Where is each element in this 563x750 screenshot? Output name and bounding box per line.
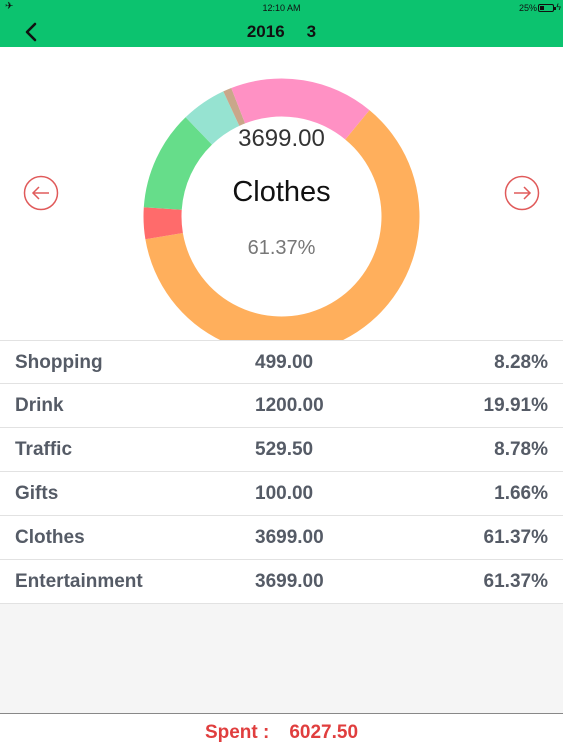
battery-percentage: 25%: [518, 3, 537, 13]
category-percentage: 1.66%: [494, 483, 548, 504]
airplane-icon: ✈: [5, 1, 14, 12]
donut-center-percentage: 61.37%: [247, 237, 316, 259]
title-year: 2016: [246, 22, 285, 41]
category-amount: 100.00: [255, 483, 314, 504]
back-button[interactable]: [18, 19, 46, 45]
donut-center-amount: 3699.00: [238, 125, 325, 152]
category-name: Clothes: [15, 527, 85, 548]
donut-segment[interactable]: [223, 87, 246, 126]
charging-icon: ϟ: [556, 2, 561, 12]
page-title: 2016 3: [0, 22, 563, 42]
category-percentage: 19.91%: [483, 395, 548, 416]
donut-segment[interactable]: [143, 207, 183, 240]
list-item[interactable]: Shopping 499.00 8.28%: [0, 340, 563, 384]
status-bar: ✈ 12:10 AM 25% ϟ: [0, 0, 563, 16]
next-button[interactable]: [504, 175, 540, 211]
spent-label: Spent :: [204, 722, 270, 743]
category-name: Gifts: [15, 483, 59, 504]
title-month: 3: [306, 22, 317, 41]
donut-chart[interactable]: [143, 78, 420, 355]
spent-total: Spent : 6027.50: [0, 722, 563, 744]
category-percentage: 8.28%: [494, 352, 548, 373]
donut-center-category: Clothes: [232, 176, 331, 208]
donut-segment[interactable]: [145, 110, 420, 355]
category-percentage: 61.37%: [483, 527, 548, 548]
status-time: 12:10 AM: [262, 3, 301, 13]
list-item[interactable]: Drink 1200.00 19.91%: [0, 384, 563, 428]
arrow-left-icon: [23, 175, 59, 211]
previous-button[interactable]: [23, 175, 59, 211]
category-amount: 3699.00: [255, 571, 324, 592]
category-name: Traffic: [15, 439, 73, 460]
category-name: Entertainment: [15, 571, 143, 592]
category-percentage: 8.78%: [494, 439, 548, 460]
battery-icon: [538, 4, 556, 12]
chevron-left-icon: [25, 22, 37, 42]
category-amount: 499.00: [255, 352, 314, 373]
category-amount: 1200.00: [255, 395, 324, 416]
battery-fill: [540, 6, 544, 10]
category-percentage: 61.37%: [483, 571, 548, 592]
list-item[interactable]: Traffic 529.50 8.78%: [0, 428, 563, 472]
list-item[interactable]: Entertainment 3699.00 61.37%: [0, 560, 563, 604]
list-item[interactable]: Gifts 100.00 1.66%: [0, 472, 563, 516]
arrow-right-icon: [504, 175, 540, 211]
spent-value: 6027.50: [289, 722, 359, 743]
nav-bar: 2016 3: [0, 16, 563, 47]
list-item[interactable]: Clothes 3699.00 61.37%: [0, 516, 563, 560]
category-amount: 529.50: [255, 439, 314, 460]
donut-segment[interactable]: [143, 117, 212, 210]
footer: Spent : 6027.50: [0, 713, 563, 750]
category-name: Shopping: [15, 352, 103, 373]
chart-area: 3699.00 Clothes 61.37%: [0, 47, 563, 355]
donut-segment[interactable]: [231, 78, 370, 140]
category-list: Shopping 499.00 8.28% Drink 1200.00 19.91% Tra…: [0, 340, 563, 604]
category-amount: 3699.00: [255, 527, 324, 548]
donut-segment[interactable]: [185, 91, 240, 145]
category-name: Drink: [15, 395, 64, 416]
